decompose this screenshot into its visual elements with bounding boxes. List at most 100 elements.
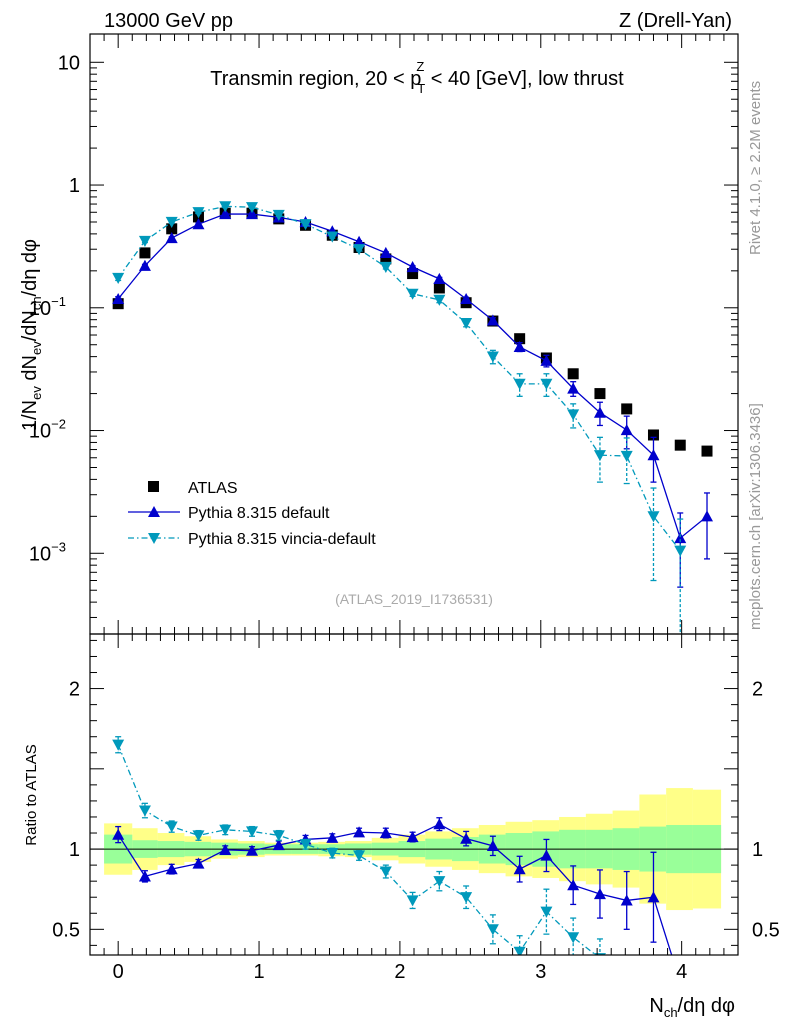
data-point-default: [138, 259, 151, 271]
data-point-atlas: [647, 429, 659, 441]
legend-label-vincia: Pythia 8.315 vincia-default: [188, 531, 376, 548]
data-point-vincia: [219, 201, 232, 213]
data-point-vincia: [540, 378, 553, 390]
ratio-point-default: [353, 826, 366, 838]
ratio-y-tick-label-right: 2: [752, 679, 763, 701]
data-point-vincia: [246, 202, 258, 214]
ratio-point-default: [460, 832, 473, 844]
ratio-point-default: [567, 879, 580, 891]
data-point-default: [219, 208, 232, 220]
x-tick-label: 0: [113, 961, 124, 983]
ratio-point-vincia: [567, 932, 580, 944]
data-point-atlas: [674, 439, 686, 451]
y-tick-label: 10−1: [29, 294, 66, 320]
ratio-y-tick-label: 2: [69, 679, 80, 701]
data-point-default: [460, 292, 473, 305]
x-tick-label: 2: [394, 961, 405, 983]
process-label: Z (Drell-Yan): [619, 10, 732, 32]
data-point-default: [620, 424, 633, 436]
x-tick-label: 1: [253, 961, 264, 983]
data-point-atlas: [594, 388, 606, 400]
legend-label-atlas: ATLAS: [188, 480, 238, 497]
legend-marker-vincia: [148, 533, 160, 544]
ratio-point-vincia: [353, 850, 366, 862]
ratio-y-tick-label: 0.5: [52, 919, 80, 941]
data-point-default: [406, 260, 419, 273]
ratio-point-vincia: [406, 895, 419, 907]
ratio-point-default: [513, 863, 526, 875]
ratio-point-vincia: [165, 821, 178, 833]
data-point-atlas: [514, 333, 526, 345]
ratio-point-vincia: [219, 824, 232, 836]
data-point-default: [433, 272, 446, 284]
data-point-atlas: [433, 282, 445, 294]
ratio-y-tick-label-right: 0.5: [752, 919, 780, 941]
energy-label: 13000 GeV pp: [104, 10, 233, 32]
ratio-point-vincia: [112, 739, 125, 751]
data-point-default: [192, 218, 205, 230]
data-point-vincia: [647, 511, 660, 523]
y-tick-label: 10−3: [29, 539, 66, 565]
ratio-point-default: [620, 894, 633, 906]
data-point-vincia: [138, 235, 151, 248]
data-point-default: [486, 314, 499, 326]
data-point-vincia: [460, 318, 473, 330]
data-point-default: [647, 449, 660, 461]
ratio-point-default: [486, 839, 499, 851]
data-point-atlas: [407, 268, 419, 280]
data-point-vincia: [112, 272, 125, 284]
legend-marker-atlas: [148, 481, 159, 492]
data-point-default: [246, 208, 258, 220]
data-point-vincia: [379, 261, 392, 273]
ratio-y-axis-label: Ratio to ATLAS: [23, 744, 40, 845]
ratio-point-vincia: [486, 924, 499, 936]
ratio-point-vincia: [192, 830, 205, 842]
ratio-point-vincia: [246, 826, 258, 838]
ratio-point-default: [593, 888, 606, 900]
main-y-axis-label: 1/Nev dNev/dNch/dη dφ: [19, 239, 44, 431]
data-point-atlas: [166, 223, 178, 235]
ratio-panel: Ratio to ATLAS Nch/dη dφ 0 1 2 3 4 0.5 0.5 1 1 2 2: [23, 633, 780, 1020]
ratio-point-default: [540, 849, 553, 861]
data-point-vincia: [513, 378, 526, 390]
ratio-y-tick-label-right: 1: [752, 839, 763, 861]
data-point-vincia: [433, 294, 446, 306]
data-point-vincia: [406, 288, 419, 300]
data-point-default: [593, 406, 606, 418]
x-axis-label: Nch/dη dφ: [649, 995, 735, 1020]
ratio-point-default: [326, 831, 339, 843]
data-point-vincia: [165, 216, 178, 228]
data-point-default: [379, 246, 392, 258]
data-point-vincia: [272, 209, 285, 222]
data-point-vincia: [326, 231, 339, 243]
data-point-vincia: [486, 351, 499, 363]
series-line-vincia: [117, 205, 681, 552]
ratio-point-vincia: [513, 946, 526, 955]
ratio-point-default: [379, 827, 392, 839]
y-tick-label: 10−2: [29, 417, 66, 443]
ratio-point-default: [272, 839, 285, 851]
mcplots-label: mcplots.cern.ch [arXiv:1306.3436]: [747, 403, 764, 630]
data-point-vincia: [620, 450, 633, 463]
ratio-point-default: [138, 870, 151, 882]
rivet-version-label: Rivet 4.1.0, ≥ 2.2M events: [747, 81, 764, 255]
data-point-vincia: [353, 244, 366, 256]
ratio-point-vincia: [326, 847, 339, 860]
watermark-label: (ATLAS_2019_I1736531): [335, 591, 493, 607]
ratio-point-vincia: [379, 866, 392, 878]
ratio-point-vincia: [299, 839, 312, 851]
ratio-point-default: [246, 844, 258, 856]
ratio-point-default: [647, 891, 660, 903]
ratio-y-tick-label: 1: [69, 839, 80, 861]
ratio-point-vincia: [272, 830, 285, 842]
ratio-point-vincia: [433, 876, 446, 888]
ratio-point-default: [406, 831, 419, 843]
data-point-default: [701, 510, 714, 522]
legend-marker-default: [148, 506, 160, 517]
data-point-default: [540, 354, 553, 366]
data-point-atlas: [139, 247, 151, 259]
main-panel: Transmin region, 20 < pZ T < 40 [GeV], lo…: [19, 33, 739, 635]
x-tick-label: 4: [676, 961, 687, 983]
data-point-atlas: [567, 368, 579, 380]
